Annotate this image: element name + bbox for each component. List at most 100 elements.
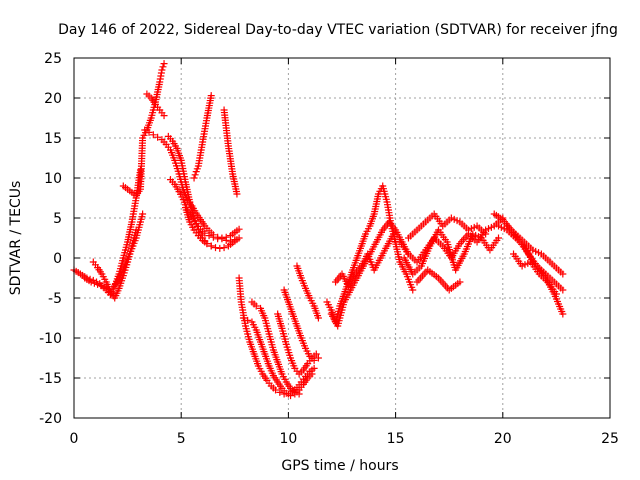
y-tick-label: 25	[44, 51, 62, 67]
series-arc-8	[166, 176, 243, 243]
data-point	[244, 316, 252, 324]
data-point	[308, 370, 316, 378]
series-arc-9	[181, 204, 215, 250]
data-point	[132, 226, 140, 234]
data-point	[191, 171, 199, 179]
data-point	[216, 244, 224, 252]
data-point	[495, 234, 503, 242]
data-point	[295, 390, 303, 398]
x-axis-label: GPS time / hours	[281, 458, 398, 474]
data-point	[552, 290, 560, 298]
data-point	[409, 286, 417, 294]
data-point	[314, 354, 322, 362]
x-tick-label: 25	[601, 431, 619, 447]
y-tick-label: 20	[44, 91, 62, 107]
data-point	[154, 133, 162, 141]
x-tick-label: 5	[177, 431, 186, 447]
y-tick-label: -15	[39, 371, 62, 387]
data-point	[233, 236, 241, 244]
data-point	[160, 60, 168, 68]
data-point	[159, 63, 167, 71]
x-tick-label: 15	[387, 431, 405, 447]
data-point	[205, 232, 213, 240]
data-point	[139, 210, 147, 218]
chart-title: Day 146 of 2022, Sidereal Day-to-day VTE…	[58, 22, 618, 38]
data-point	[559, 286, 567, 294]
series-arc-11	[220, 106, 241, 198]
series-arc-13	[239, 314, 316, 400]
data-marks	[70, 60, 567, 400]
y-tick-label: 10	[44, 171, 62, 187]
data-point	[235, 225, 243, 233]
data-point	[201, 229, 209, 237]
grid	[74, 58, 610, 418]
y-tick-label: -10	[39, 331, 62, 347]
series-arc-5	[143, 90, 168, 120]
series-arc-22	[400, 226, 503, 278]
data-point	[482, 230, 490, 238]
series-arc-10	[190, 92, 215, 182]
data-point	[90, 279, 98, 287]
data-point	[310, 356, 318, 364]
series-arc-27	[503, 222, 567, 278]
x-tick-label: 0	[70, 431, 79, 447]
y-tick-label: 0	[53, 251, 62, 267]
data-point	[207, 242, 215, 250]
series-arc-16	[280, 286, 322, 364]
data-point	[276, 388, 284, 396]
data-point	[456, 278, 464, 286]
data-point	[94, 280, 102, 288]
y-tick-label: 5	[53, 211, 62, 227]
plot-frame	[73, 57, 611, 419]
y-axis-label: SDTVAR / TECUs	[8, 181, 24, 296]
data-point	[282, 389, 290, 397]
data-point	[141, 126, 149, 134]
series-arc-26	[495, 222, 567, 294]
data-point	[212, 244, 220, 252]
data-point	[233, 190, 241, 198]
data-point	[87, 278, 95, 286]
y-tick-label: -5	[48, 291, 62, 307]
data-point	[252, 302, 260, 310]
data-point	[218, 234, 226, 242]
data-point	[136, 166, 144, 174]
series-arc-23	[404, 210, 490, 242]
x-tick-label: 20	[494, 431, 512, 447]
data-point	[222, 233, 230, 241]
y-tick-label: 15	[44, 131, 62, 147]
series-arc-15	[274, 310, 320, 378]
series-arc-14	[248, 298, 303, 398]
y-tick-label: -20	[39, 411, 62, 427]
data-point	[97, 282, 105, 290]
data-point	[291, 388, 299, 396]
series-arc-17	[293, 262, 322, 322]
data-point	[314, 314, 322, 322]
data-point	[559, 270, 567, 278]
data-point	[145, 128, 153, 136]
data-point	[158, 66, 166, 74]
data-point	[149, 131, 157, 139]
data-point	[272, 386, 280, 394]
series-arc-3	[89, 226, 140, 302]
series-arc-18	[323, 182, 400, 326]
data-point	[203, 240, 211, 248]
data-point	[312, 350, 320, 358]
data-point	[310, 364, 318, 372]
data-point	[190, 174, 198, 182]
data-point	[287, 392, 295, 400]
data-point	[214, 235, 222, 243]
data-point	[220, 244, 228, 252]
series-arc-24	[413, 266, 464, 294]
series-arc-20	[332, 230, 417, 294]
data-point	[207, 92, 215, 100]
data-point	[160, 112, 168, 120]
series-arc-28	[510, 250, 560, 298]
axis-ticks: 0 5 10 15 20 25 -20 -15 -10 -5 0 5 10 15 20 25	[39, 51, 619, 447]
data-point	[239, 314, 247, 322]
data-point	[209, 233, 217, 241]
series-arc-2	[81, 210, 147, 296]
x-tick-label: 10	[279, 431, 297, 447]
data-point	[559, 310, 567, 318]
series-arc-6	[141, 126, 243, 245]
